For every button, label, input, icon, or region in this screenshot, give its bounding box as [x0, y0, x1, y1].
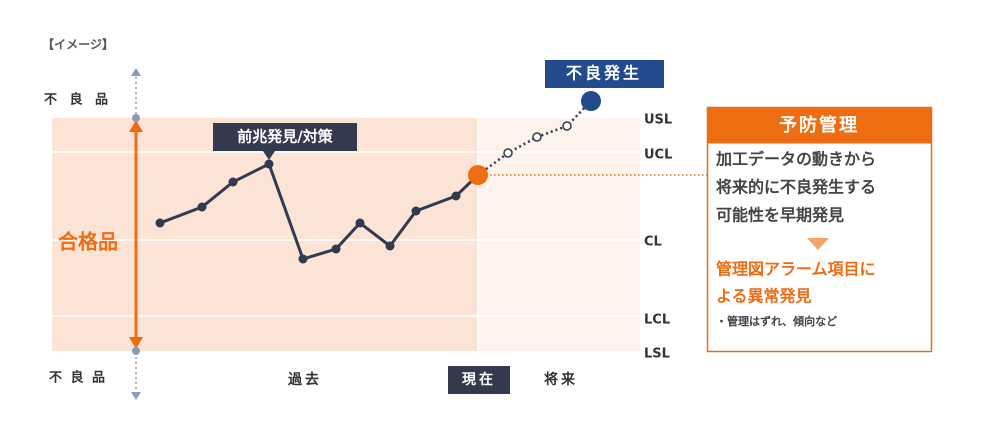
panel-title: 予防管理	[779, 114, 859, 136]
panel-highlight: 管理図アラーム項目に	[716, 260, 876, 279]
sign-pointer	[263, 151, 275, 160]
limit-labels: USL UCL CL LCL LSL	[644, 113, 672, 362]
panel-note: ・管理はずれ、傾向など	[716, 314, 837, 328]
future-label: 将来	[544, 371, 578, 388]
limit-label: CL	[644, 235, 662, 250]
defect-box	[545, 60, 664, 88]
sign-label: 前兆発見/対策	[237, 128, 333, 146]
defect-label: 不良発生	[566, 64, 642, 83]
pass-label: 合格品	[58, 230, 118, 254]
panel-body: 可能性を早期発見	[716, 206, 844, 225]
axis-dot	[132, 114, 140, 122]
now-label: 現在	[462, 371, 496, 388]
limit-label: USL	[644, 113, 672, 128]
future-region	[478, 118, 640, 351]
panel-body: 加工データの動きから	[715, 150, 876, 169]
limit-label: UCL	[644, 148, 672, 163]
limit-label: LSL	[644, 347, 670, 362]
points	[155, 159, 461, 264]
limit-lines	[52, 118, 640, 351]
reject-bottom: 不 良 品	[49, 370, 107, 386]
past-label: 過去	[287, 371, 322, 388]
now-box	[448, 366, 510, 394]
panel	[706, 106, 933, 353]
panel-highlight: よる異常発見	[716, 287, 812, 306]
defect-point	[581, 91, 601, 111]
axis-dot	[132, 347, 140, 355]
limit-label: LCL	[644, 313, 670, 328]
forecast-points	[503, 121, 572, 158]
reject-top: 不 良 品	[44, 92, 112, 108]
panel-header	[707, 107, 932, 144]
panel-body: 将来的に不良発生する	[716, 178, 876, 197]
panel-arrow	[807, 238, 829, 250]
past-region	[52, 118, 478, 351]
header-label: 【イメージ】	[42, 37, 114, 52]
sign-box	[213, 123, 357, 151]
current-point	[468, 165, 488, 185]
